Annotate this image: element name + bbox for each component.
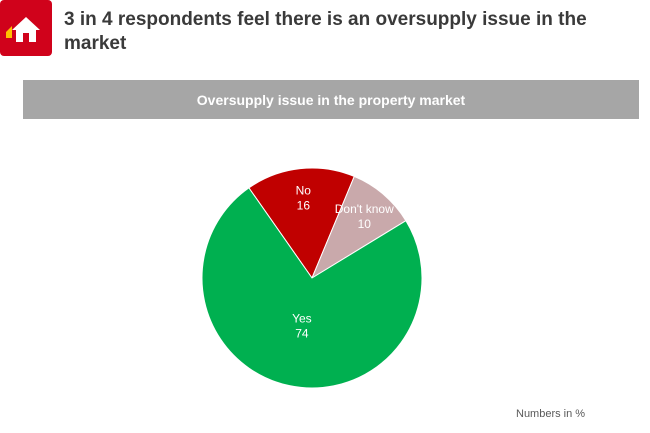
logo	[0, 0, 52, 56]
slice-label: Don't know	[335, 202, 394, 216]
headline: 3 in 4 respondents feel there is an over…	[64, 9, 587, 54]
pie-slice	[248, 167, 355, 280]
note: Numbers in %	[516, 408, 586, 420]
slice-label: Yes	[292, 312, 312, 326]
value-label: 16	[297, 198, 311, 212]
value-label: 74	[295, 327, 309, 341]
pie-slice	[201, 187, 423, 389]
chart-title: Oversupply issue in the property market	[23, 80, 639, 119]
value-label: 10	[358, 217, 372, 231]
slice-label: No	[296, 183, 312, 197]
